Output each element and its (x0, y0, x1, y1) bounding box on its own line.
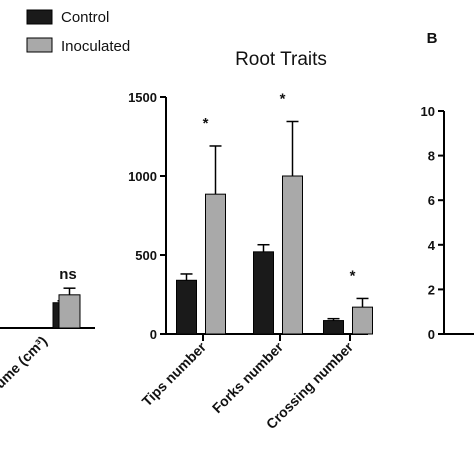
panel-b-y-tick-label: 6 (428, 193, 435, 208)
y-tick-label: 500 (135, 248, 157, 263)
y-tick-label: 1000 (128, 169, 157, 184)
bar-control (323, 320, 344, 335)
panel-b-y-tick-label: 10 (421, 104, 435, 119)
volume-annotation-ns: ns (59, 266, 77, 283)
panel-b-y-tick-label: 8 (428, 149, 435, 164)
bar-inoculated (282, 175, 303, 335)
panel-b-y-tick-label: 0 (428, 327, 435, 342)
volume-category-label: ume (cm³) (0, 333, 50, 392)
volume-panel: ns ume (cm³) (0, 266, 95, 391)
panel-b-y-tick-label: 4 (428, 238, 436, 253)
legend-label-control: Control (61, 9, 109, 26)
bar-inoculated (205, 193, 226, 335)
significance-marker: * (350, 267, 356, 284)
volume-bar-inoculated (58, 294, 81, 329)
legend-swatch-inoculated (26, 37, 53, 53)
x-category-label: Tips number (139, 338, 210, 409)
legend-swatch-control (26, 9, 53, 25)
chart-title: Root Traits (235, 49, 327, 70)
panel-b-label: B (427, 30, 438, 47)
bar-control (253, 251, 274, 335)
legend: Control Inoculated (26, 9, 130, 55)
x-category-label: Forks number (209, 338, 287, 416)
significance-marker: * (203, 115, 209, 132)
bar-control (176, 279, 197, 335)
panel-b: B 0 2 4 6 8 10 (421, 30, 474, 342)
legend-label-inoculated: Inoculated (61, 38, 130, 55)
root-traits-panel: Root Traits 0 500 1000 1500 * * * Tips number… (128, 49, 373, 432)
y-tick-label: 0 (150, 327, 157, 342)
bar-inoculated (352, 306, 373, 335)
panel-b-y-tick-label: 2 (428, 282, 435, 297)
significance-marker: * (280, 90, 286, 107)
y-tick-label: 1500 (128, 90, 157, 105)
